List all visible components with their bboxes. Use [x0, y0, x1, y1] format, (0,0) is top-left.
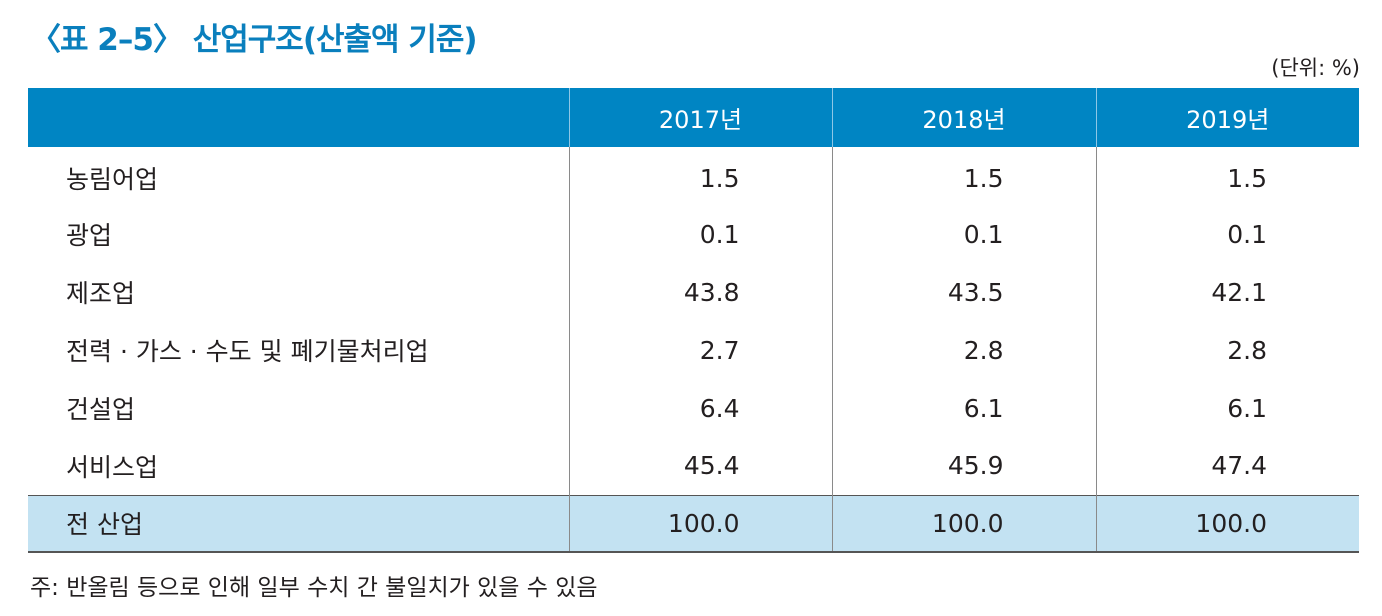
industry-structure-table: 2017년 2018년 2019년 농림어업 1.5 1.5 1.5 광업 0.… — [28, 88, 1359, 553]
value-cell: 45.4 — [568, 437, 832, 495]
footnote: 주: 반올림 등으로 인해 일부 수치 간 불일치가 있을 수 있음 — [30, 575, 598, 601]
row-label: 제조업 — [66, 279, 136, 308]
value-cell: 43.8 — [568, 263, 832, 321]
table-row: 농림어업 1.5 1.5 1.5 — [28, 147, 1359, 205]
value-cell: 2.8 — [1095, 321, 1359, 379]
row-label: 농림어업 — [66, 165, 159, 194]
header-row: 2017년 2018년 2019년 — [28, 88, 1359, 147]
total-label: 전 산업 — [66, 510, 143, 540]
table-row: 서비스업 45.4 45.9 47.4 — [28, 437, 1359, 495]
value-cell: 0.1 — [568, 205, 832, 263]
header-cell-2019: 2019년 — [1095, 88, 1359, 147]
value-cell: 2.7 — [568, 321, 832, 379]
value-cell: 1.5 — [831, 147, 1096, 205]
total-value-cell: 100.0 — [1095, 495, 1359, 552]
total-value-cell: 100.0 — [568, 495, 832, 552]
value-cell: 42.1 — [1095, 263, 1359, 321]
table-row: 광업 0.1 0.1 0.1 — [28, 205, 1359, 263]
value-cell: 0.1 — [831, 205, 1096, 263]
value-cell: 1.5 — [1095, 147, 1359, 205]
value-cell: 1.5 — [568, 147, 832, 205]
value-cell: 6.1 — [1095, 379, 1359, 437]
row-label: 광업 — [66, 221, 113, 250]
header-cell-2017: 2017년 — [568, 88, 832, 147]
value-cell: 6.1 — [831, 379, 1096, 437]
value-cell: 47.4 — [1095, 437, 1359, 495]
row-label: 건설업 — [66, 395, 136, 424]
unit-label: (단위: %) — [1271, 56, 1360, 80]
row-label: 전력 · 가스 · 수도 및 폐기물처리업 — [66, 337, 429, 366]
table-row: 전력 · 가스 · 수도 및 폐기물처리업 2.7 2.8 2.8 — [28, 321, 1359, 379]
header-cell-empty — [28, 88, 569, 147]
value-cell: 2.8 — [831, 321, 1096, 379]
value-cell: 0.1 — [1095, 205, 1359, 263]
table-title: 〈표 2–5〉 산업구조(산출액 기준) — [30, 22, 478, 58]
row-label: 서비스업 — [66, 452, 159, 482]
value-cell: 43.5 — [831, 263, 1096, 321]
total-row: 전 산업 100.0 100.0 100.0 — [28, 495, 1359, 552]
value-cell: 45.9 — [831, 437, 1096, 495]
total-value-cell: 100.0 — [831, 495, 1096, 552]
table-row: 제조업 43.8 43.5 42.1 — [28, 263, 1359, 321]
header-cell-2018: 2018년 — [831, 88, 1096, 147]
table-row: 건설업 6.4 6.1 6.1 — [28, 379, 1359, 437]
value-cell: 6.4 — [568, 379, 832, 437]
